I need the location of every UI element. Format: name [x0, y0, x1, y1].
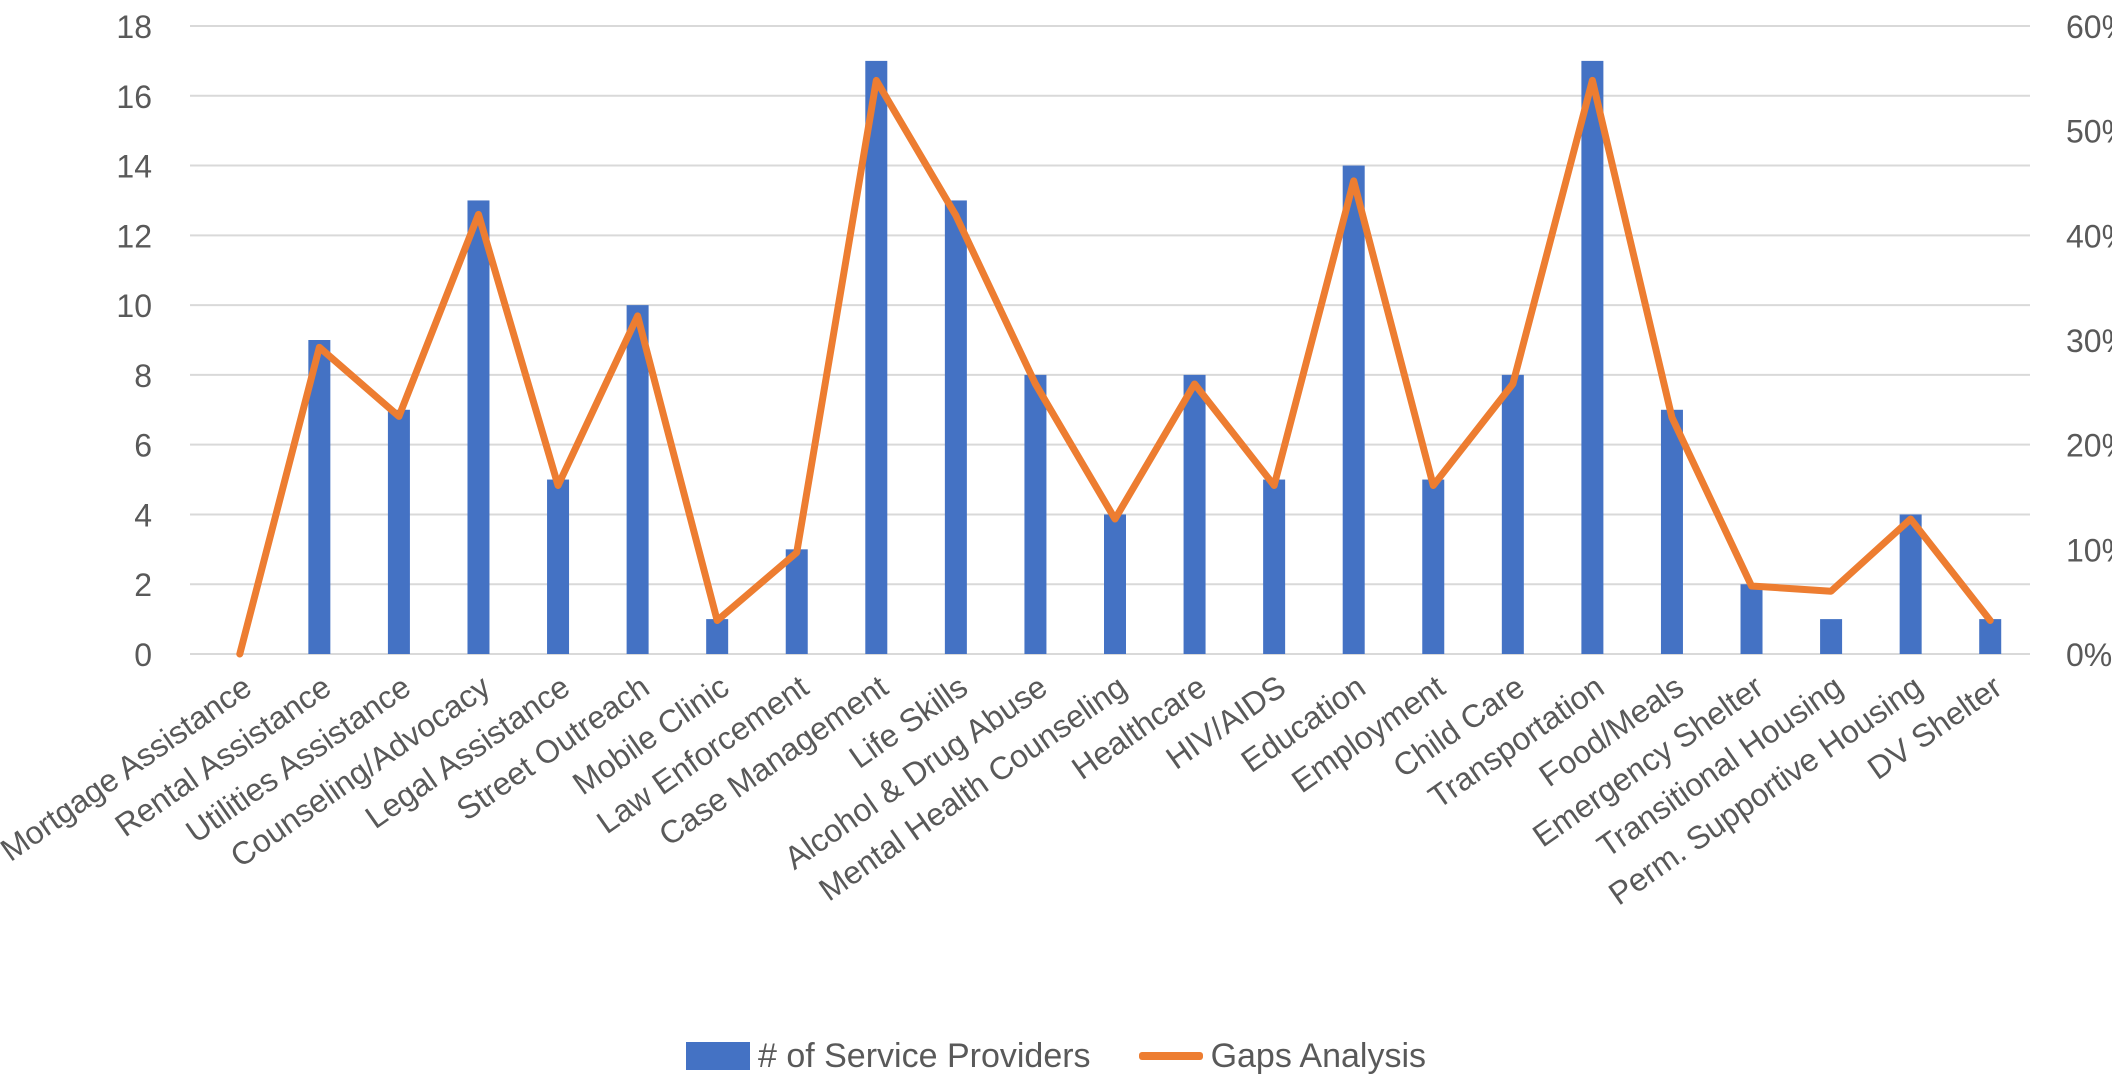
y-left-tick-label: 18 — [116, 9, 152, 45]
y-left-tick-label: 12 — [116, 218, 152, 254]
bar — [547, 480, 569, 654]
bar — [945, 200, 967, 654]
bar — [1979, 619, 2001, 654]
bar — [1741, 584, 1763, 654]
bar — [1581, 61, 1603, 654]
bar — [1661, 410, 1683, 654]
bar — [1502, 375, 1524, 654]
y-right-tick-label: 0% — [2066, 637, 2112, 673]
bar — [1422, 480, 1444, 654]
bar — [706, 619, 728, 654]
legend-swatch-line — [1139, 1052, 1203, 1060]
right-y-axis: 0% 10% 20% 30% 40% 50% 60% — [2066, 9, 2112, 673]
bar — [786, 549, 808, 654]
legend-item-line: Gaps Analysis — [1139, 1037, 1426, 1076]
y-left-tick-label: 14 — [116, 149, 152, 185]
legend: # of Service Providers Gaps Analysis — [0, 1034, 2112, 1078]
bar — [388, 410, 410, 654]
bar — [1184, 375, 1206, 654]
y-left-tick-label: 10 — [116, 288, 152, 324]
y-left-tick-label: 6 — [134, 428, 152, 464]
y-left-tick-label: 16 — [116, 79, 152, 115]
bar — [1104, 514, 1126, 654]
y-right-tick-label: 20% — [2066, 428, 2112, 464]
y-right-tick-label: 40% — [2066, 218, 2112, 254]
legend-label-line: Gaps Analysis — [1211, 1037, 1426, 1076]
y-right-tick-label: 10% — [2066, 532, 2112, 568]
legend-item-bars: # of Service Providers — [686, 1037, 1091, 1076]
y-left-tick-label: 0 — [134, 637, 152, 673]
y-right-tick-label: 30% — [2066, 323, 2112, 359]
bar — [1900, 514, 1922, 654]
y-right-tick-label: 60% — [2066, 9, 2112, 45]
left-y-axis: 0 2 4 6 8 10 12 14 16 18 — [116, 9, 152, 673]
bar — [467, 200, 489, 654]
legend-label-bars: # of Service Providers — [758, 1037, 1091, 1076]
legend-swatch-bars — [686, 1042, 750, 1070]
bar — [1263, 480, 1285, 654]
bar-series — [308, 61, 2001, 654]
bar — [865, 61, 887, 654]
bar — [1820, 619, 1842, 654]
y-left-tick-label: 2 — [134, 567, 152, 603]
bar — [1343, 166, 1365, 654]
y-left-tick-label: 4 — [134, 497, 152, 533]
y-right-tick-label: 50% — [2066, 114, 2112, 150]
bar — [1024, 375, 1046, 654]
y-left-tick-label: 8 — [134, 358, 152, 394]
